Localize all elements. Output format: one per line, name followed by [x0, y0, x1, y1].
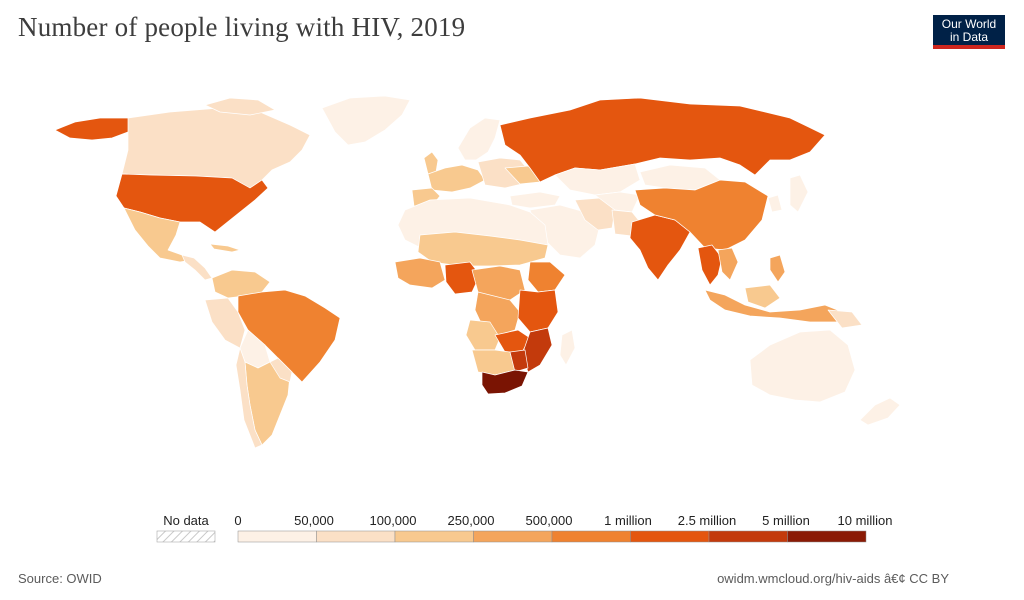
world-map [54, 95, 901, 449]
map-region-namibia-botswana[interactable] [471, 349, 516, 376]
map-region-new-zealand[interactable] [859, 397, 901, 426]
legend-label: 10 million [838, 513, 893, 528]
legend-label: 2.5 million [678, 513, 737, 528]
map-region-east-africa[interactable] [517, 289, 559, 333]
map-region-canada-arctic[interactable] [204, 97, 276, 116]
legend-swatch [394, 530, 474, 543]
legend-label: 5 million [762, 513, 810, 528]
legend-swatch [551, 530, 631, 543]
legend-no-data-swatch [156, 530, 216, 543]
legend-label: 1 million [604, 513, 652, 528]
map-region-korea-japan[interactable] [767, 174, 809, 213]
source-url[interactable]: owidm.wmcloud.org/hiv-aids â€¢ CC BY [717, 571, 949, 586]
map-region-australia[interactable] [749, 329, 856, 403]
map-region-peru[interactable] [204, 297, 246, 349]
legend-no-data-label: No data [163, 513, 209, 528]
map-region-chile[interactable] [235, 347, 263, 449]
legend-label: 500,000 [526, 513, 573, 528]
logo-line-1: Our World [941, 17, 997, 31]
map-region-nigeria[interactable] [444, 261, 481, 295]
legend-swatch [316, 530, 396, 543]
legend-swatch [237, 530, 317, 543]
map-region-southeast-asia[interactable] [697, 244, 723, 286]
map-region-kazakhstan[interactable] [554, 163, 641, 196]
map-region-zimbabwe[interactable] [509, 349, 529, 373]
map-region-scandinavia[interactable] [457, 117, 501, 161]
legend-label: 250,000 [448, 513, 495, 528]
map-region-papua-new-guinea[interactable] [827, 309, 863, 329]
legend-label: 100,000 [370, 513, 417, 528]
map-region-alaska[interactable] [54, 117, 141, 141]
map-region-vietnam-laos[interactable] [717, 247, 739, 281]
map-region-caribbean[interactable] [209, 243, 241, 253]
page-title: Number of people living with HIV, 2019 [18, 12, 466, 42]
map-region-madagascar[interactable] [559, 329, 576, 366]
map-region-central-asia[interactable] [594, 191, 641, 213]
legend-swatch [787, 530, 867, 543]
map-region-malaysia-borneo[interactable] [744, 284, 781, 309]
map-region-philippines[interactable] [769, 254, 786, 283]
map-region-central-america[interactable] [181, 254, 213, 281]
owid-logo[interactable]: Our World in Data [933, 15, 1005, 49]
source-note: Source: OWID [18, 571, 102, 586]
map-region-south-africa[interactable] [481, 369, 529, 395]
map-region-greenland[interactable] [321, 95, 411, 146]
map-region-russia[interactable] [499, 97, 826, 183]
map-region-uk[interactable] [423, 151, 439, 175]
map-region-turkey[interactable] [509, 191, 561, 209]
legend-swatch [708, 530, 788, 543]
legend-swatch [630, 530, 710, 543]
legend-bins: 0 50,000 100,000 250,000 500,000 1 million 2.5… [234, 513, 893, 543]
logo-line-2: in Data [949, 30, 989, 44]
map-region-west-africa[interactable] [394, 257, 446, 289]
map-region-ethiopia[interactable] [527, 261, 566, 293]
legend-swatch [473, 530, 553, 543]
legend-label: 0 [234, 513, 241, 528]
map-region-uruguay-paraguay[interactable] [269, 357, 293, 383]
legend-label: 50,000 [294, 513, 334, 528]
map-region-china[interactable] [634, 179, 769, 251]
color-legend: No data 0 50,000 100,000 250,000 500,000 1 mi… [156, 513, 893, 543]
